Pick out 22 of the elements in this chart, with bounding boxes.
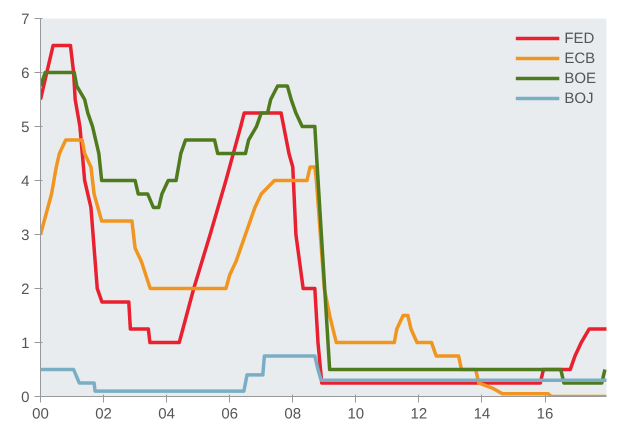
y-tick-label: 6	[21, 65, 30, 82]
legend-label: ECB	[564, 50, 596, 66]
y-tick-label: 0	[21, 389, 30, 406]
y-tick-label: 5	[21, 119, 30, 136]
x-tick-label: 12	[410, 406, 428, 422]
x-tick-label: 02	[95, 406, 112, 422]
y-tick-label: 1	[21, 335, 30, 352]
x-tick-label: 16	[536, 406, 554, 422]
x-tick-label: 04	[158, 406, 175, 422]
x-tick-label: 10	[347, 406, 364, 422]
x-tick-label: 08	[284, 406, 302, 422]
y-tick-label: 2	[21, 281, 30, 298]
y-tick-label: 4	[21, 173, 30, 190]
y-tick-label: 3	[21, 227, 30, 244]
x-tick-label: 06	[221, 406, 238, 422]
legend-label: FED	[564, 30, 594, 46]
x-tick-label: 14	[474, 406, 490, 422]
y-tick-label: 7	[21, 11, 30, 28]
legend-label: BOE	[564, 70, 596, 86]
x-tick-label: 00	[32, 406, 49, 422]
legend-label: BOJ	[564, 90, 594, 106]
line-series	[40, 354, 606, 393]
